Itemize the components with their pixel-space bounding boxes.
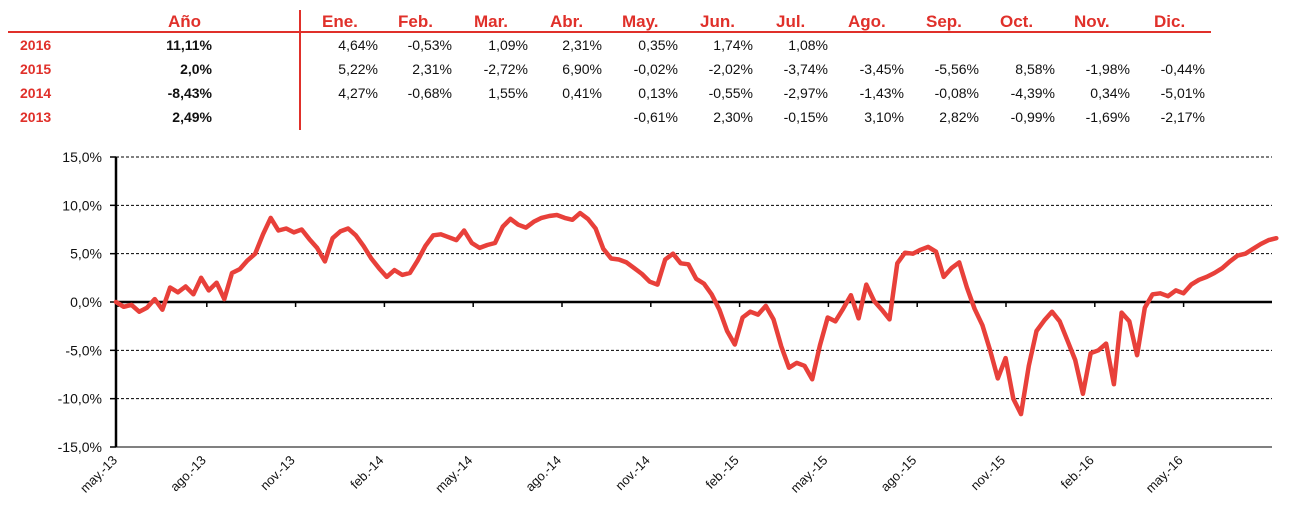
table-header: Año Ene. Feb. Mar. Abr. May. Jun. Jul. A…: [0, 8, 1290, 34]
row-month-return: 4,64%: [338, 37, 378, 53]
row-month-return: 8,58%: [1015, 61, 1055, 77]
row-month-return: -2,72%: [483, 61, 528, 77]
row-month-return: 0,34%: [1090, 85, 1130, 101]
row-month-return: -0,53%: [407, 37, 452, 53]
month-header-mar: Mar.: [474, 12, 509, 31]
row-month-return: -0,15%: [783, 109, 828, 125]
month-header-may: May.: [622, 12, 659, 31]
year-column-header: Año: [168, 12, 202, 31]
row-month-return: 1,74%: [713, 37, 753, 53]
x-tick-label: ago.-13: [167, 453, 209, 495]
row-month-return: -5,01%: [1160, 85, 1205, 101]
month-header-feb: Feb.: [398, 12, 433, 31]
y-tick-label: 0,0%: [70, 294, 102, 310]
y-tick-label: 5,0%: [70, 246, 102, 262]
column-divider: [299, 10, 301, 130]
row-month-return: -3,45%: [859, 61, 904, 77]
x-tick-label: ago.-14: [522, 453, 564, 495]
x-tick-label: may.-13: [77, 453, 120, 496]
y-tick-label: -5,0%: [65, 342, 102, 358]
row-month-return: -1,98%: [1085, 61, 1130, 77]
row-month-return: 5,22%: [338, 61, 378, 77]
header-divider: [8, 31, 1211, 33]
row-month-return: -0,08%: [934, 85, 979, 101]
row-annual-return: 11,11%: [166, 37, 212, 53]
row-month-return: 0,41%: [562, 85, 602, 101]
row-month-return: -2,02%: [708, 61, 753, 77]
month-header-jun: Jun.: [700, 12, 735, 31]
row-annual-return: 2,49%: [172, 109, 212, 125]
x-tick-label: nov.-14: [612, 453, 653, 494]
row-month-return: 2,31%: [412, 61, 452, 77]
month-header-abr: Abr.: [550, 12, 584, 31]
row-annual-return: -8,43%: [167, 85, 212, 101]
month-header-oct: Oct.: [1000, 12, 1034, 31]
y-tick-label: -15,0%: [58, 439, 102, 455]
row-month-return: -0,99%: [1010, 109, 1055, 125]
row-month-return: 0,35%: [638, 37, 678, 53]
month-header-ago: Ago.: [848, 12, 886, 31]
month-header-nov: Nov.: [1074, 12, 1110, 31]
row-annual-return: 2,0%: [180, 61, 212, 77]
x-tick-label: may.-16: [1143, 453, 1186, 496]
y-tick-label: 10,0%: [62, 197, 102, 213]
row-month-return: 1,55%: [488, 85, 528, 101]
x-tick-label: ago.-15: [878, 453, 920, 495]
y-tick-label: -10,0%: [58, 391, 102, 407]
row-month-return: 6,90%: [562, 61, 602, 77]
month-header-dic: Dic.: [1154, 12, 1186, 31]
x-tick-label: nov.-15: [968, 453, 1009, 494]
month-header-ene: Ene.: [322, 12, 358, 31]
x-tick-label: may.-14: [432, 453, 475, 496]
row-year: 2016: [20, 37, 52, 53]
row-month-return: 3,10%: [864, 109, 904, 125]
cumulative-return-line-chart: -15,0% -10,0% -5,0% 0,0% 5,0% 10,0% 15,0% may.-…: [58, 149, 1279, 496]
row-month-return: 2,82%: [939, 109, 979, 125]
x-tick-label: feb.-14: [347, 453, 386, 492]
row-month-return: -0,44%: [1160, 61, 1205, 77]
x-tick-label: feb.-15: [702, 453, 741, 492]
row-month-return: -3,74%: [783, 61, 828, 77]
row-year: 2014: [20, 85, 52, 101]
row-month-return: -0,02%: [633, 61, 678, 77]
row-month-return: -5,56%: [934, 61, 979, 77]
y-tick-label: 15,0%: [62, 149, 102, 165]
row-month-return: 4,27%: [338, 85, 378, 101]
row-month-return: -1,69%: [1085, 109, 1130, 125]
row-month-return: -2,97%: [783, 85, 828, 101]
row-year: 2013: [20, 109, 52, 125]
x-tick-label: nov.-13: [257, 453, 298, 494]
row-month-return: -0,61%: [633, 109, 678, 125]
row-month-return: 1,09%: [488, 37, 528, 53]
return-series-line: [113, 210, 1279, 417]
row-month-return: -0,68%: [407, 85, 452, 101]
row-month-return: 1,08%: [788, 37, 828, 53]
month-header-jul: Jul.: [776, 12, 806, 31]
row-month-return: 2,31%: [562, 37, 602, 53]
row-month-return: -4,39%: [1010, 85, 1055, 101]
x-tick-label: may.-15: [787, 453, 830, 496]
row-month-return: 0,13%: [638, 85, 678, 101]
row-month-return: -2,17%: [1160, 109, 1205, 125]
month-header-sep: Sep.: [926, 12, 962, 31]
row-month-return: 2,30%: [713, 109, 753, 125]
row-month-return: -1,43%: [859, 85, 904, 101]
x-tick-label: feb.-16: [1058, 453, 1097, 492]
row-month-return: -0,55%: [708, 85, 753, 101]
row-year: 2015: [20, 61, 52, 77]
